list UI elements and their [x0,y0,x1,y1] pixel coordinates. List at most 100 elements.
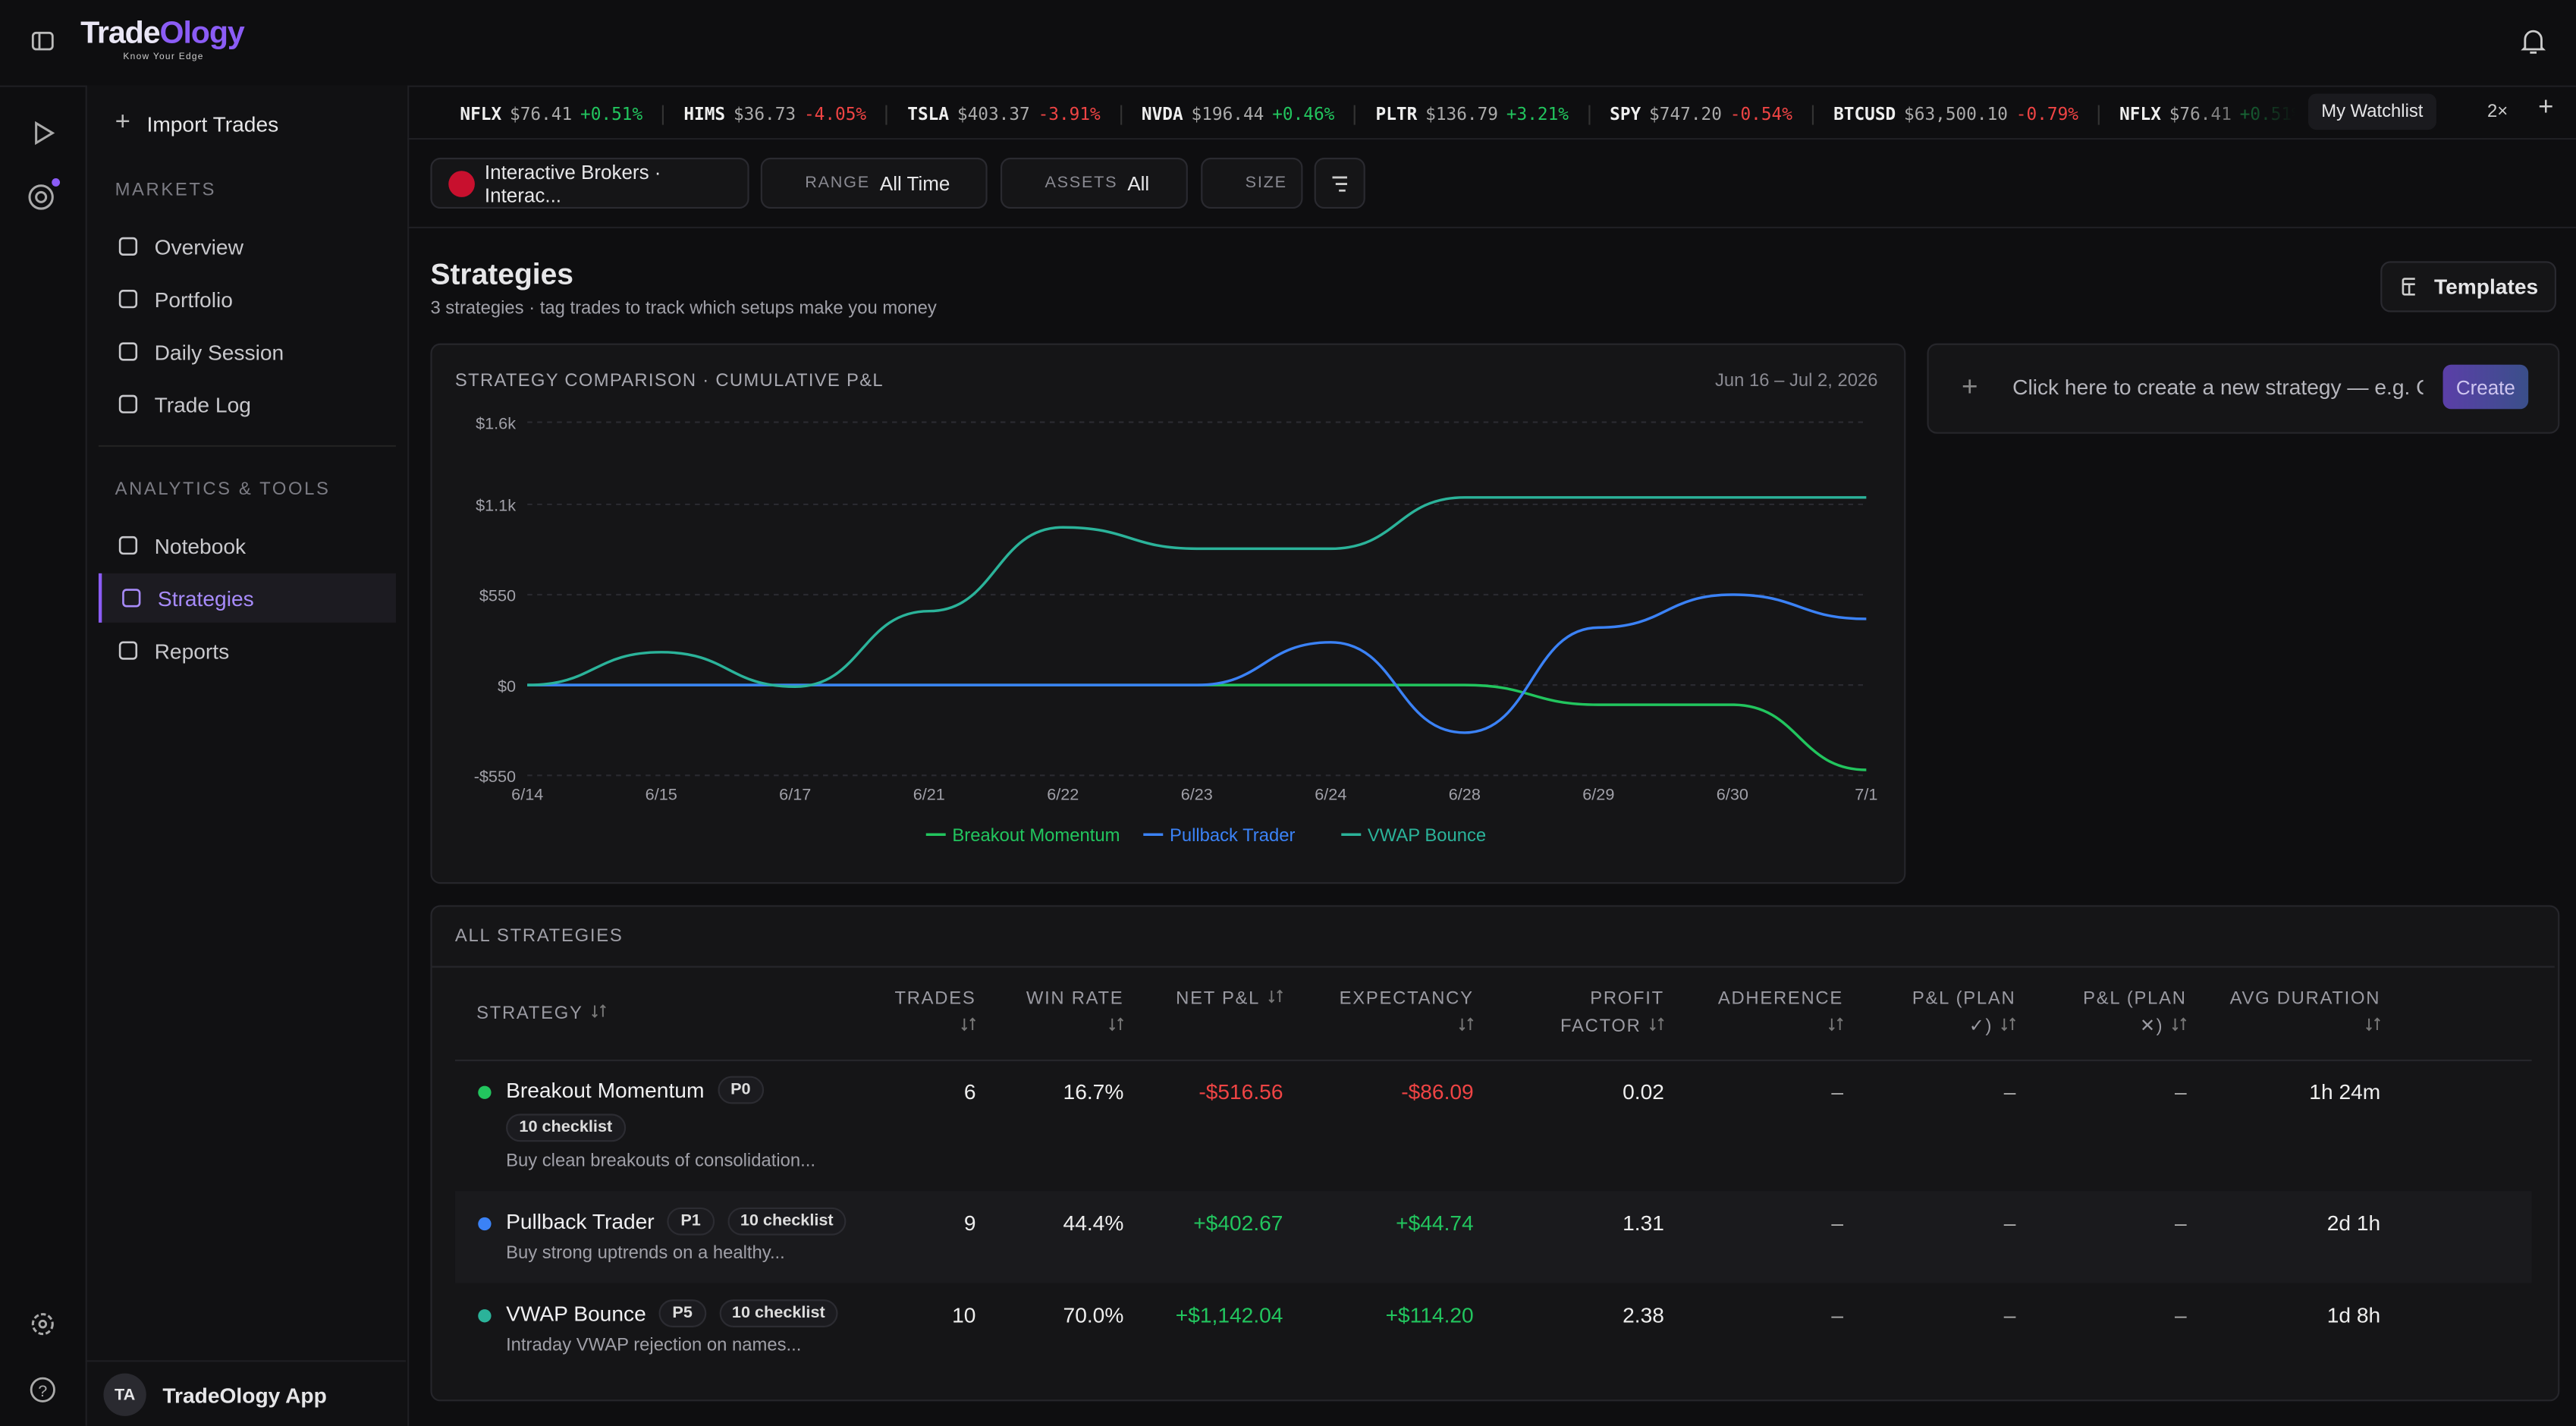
ticker-item: NVDA $196.44 +0.46% [1142,105,1356,125]
user[interactable]: TA TradeOlogy App [85,1360,406,1426]
ticker-symbol: NVDA [1141,105,1183,125]
table-cell: – [2175,1211,2187,1236]
sort-icon [2001,1017,2016,1032]
nav-item[interactable]: Portfolio [99,275,396,324]
ticker-item: NFLX $76.41 +0.51% [2119,105,2297,125]
x-tick-label: 7/1 [1855,785,1877,804]
ticker-bar [407,86,2576,140]
broker: Interactive Brokers · Interac... [484,160,661,206]
ticker-change: +3.21% [1506,105,1569,125]
table-cell: – [1831,1211,1844,1236]
column-header[interactable]: ADHERENCE [1712,985,1843,1041]
templates[interactable]: Templates [2380,261,2556,313]
divider [454,1059,2532,1062]
column-header[interactable]: WIN RATE [1009,985,1124,1041]
nav-icon [118,394,138,413]
column-header[interactable]: NET P&L [1168,985,1283,1013]
table-cell: -$516.56 [1198,1079,1283,1104]
import-label: Import Trades [146,111,279,136]
table-cell: 16.7% [1063,1079,1124,1104]
x-tick-label: 6/22 [1047,785,1079,804]
rail-settings[interactable] [28,1309,58,1339]
status-dot [478,1085,492,1099]
checklist-badge: 10 checklist [718,1299,839,1327]
logo[interactable]: TradeOlogy [80,17,245,53]
sidebar-toggle[interactable] [31,30,54,52]
top-bar [0,0,2576,87]
sort-icon [1268,989,1283,1004]
sort-icon [1109,1017,1124,1032]
table-cell: – [1831,1302,1844,1327]
ticker-price: $76.41 [2169,105,2232,125]
status-dot [478,1309,492,1323]
table-row[interactable] [454,1191,2532,1283]
x-tick-label: 6/28 [1449,785,1481,804]
table-cell: – [2003,1302,2016,1327]
table-cell: – [2175,1079,2187,1104]
import-trades[interactable]: + Import Trades [115,108,279,137]
size-filter[interactable]: SIZE [1201,157,1303,209]
nav-item[interactable]: Overview [99,221,396,271]
column-header[interactable]: TRADES [878,985,976,1041]
assets-label: ASSETS [1045,174,1118,193]
column-header[interactable]: EXPECTANCY [1326,985,1474,1041]
ticker-change: -0.79% [2015,105,2078,125]
nav-item[interactable]: Daily Session [99,327,396,376]
table-cell: +$1,142.04 [1175,1302,1283,1327]
divider [98,444,396,448]
column-header[interactable]: STRATEGY [476,1000,606,1029]
more-filters[interactable] [1314,157,1365,209]
column-header[interactable]: PROFIT FACTOR [1549,985,1664,1041]
sort-icon [591,1004,606,1019]
table-cell: 70.0% [1063,1302,1124,1327]
rail-help[interactable]: ? [28,1375,58,1405]
nav-item[interactable]: Notebook [99,521,396,570]
section-title: ANALYTICS & TOOLS [115,479,331,500]
broker-filter[interactable]: Interactive Brokers · Interac... [430,157,749,209]
create-input[interactable]: Click here to create a new strategy — e.… [2012,374,2424,400]
ticker-symbol: HIMS [683,105,726,125]
svg-text:?: ? [38,1381,47,1400]
speed[interactable]: 2× [2487,102,2508,122]
ticker-price: $136.79 [1425,105,1499,125]
table-cell: 9 [963,1211,976,1236]
header-label: TRADES [894,988,976,1009]
notifications[interactable] [2520,28,2546,56]
nav-item[interactable]: Trade Log [99,379,396,429]
range-filter[interactable]: RANGE All Time [760,157,988,209]
column-header[interactable]: P&L (PLAN ✓) [1901,985,2016,1041]
assets-filter[interactable]: ASSETS All [1000,157,1188,209]
range: All Time [879,171,950,195]
ticker-change: +0.51% [580,105,643,125]
sort-icon [961,1017,976,1032]
watchlist[interactable]: My Watchlist [2307,93,2436,130]
nav-item[interactable]: Reports [99,626,396,675]
header-label: P&L (PLAN ✕) [2083,988,2187,1037]
range-label: RANGE [805,174,870,193]
divider [432,966,2555,968]
y-tick-label: $550 [479,586,516,605]
x-tick-label: 6/23 [1181,785,1213,804]
avatar: TA [103,1373,146,1416]
add-ticker[interactable]: + [2538,93,2554,122]
series-line [527,593,1867,734]
strategy-name: Pullback Trader [506,1209,655,1234]
nav-item[interactable]: Strategies [98,573,396,623]
table-row[interactable] [455,1283,2532,1376]
column-header[interactable]: AVG DURATION [2216,985,2381,1041]
rail-play[interactable] [28,118,58,148]
table-cell: -$86.09 [1401,1079,1474,1104]
table-cell: 1h 24m [2309,1079,2381,1104]
column-header[interactable]: P&L (PLAN ✕) [2072,985,2187,1041]
create-button[interactable]: Create [2442,364,2529,410]
tagline: Know Your Edge [123,52,204,63]
rail-strategies[interactable] [27,177,63,214]
checklist-badge: 10 checklist [727,1207,847,1236]
y-tick-label: $1.1k [476,496,516,515]
ticker: NFLX $76.41 +0.51% HIMS $36.73 -4.05% TSLA $403… [460,100,2297,127]
nav-icon [122,589,141,608]
strategy-head: VWAP Bounce P5 10 checklist [506,1299,859,1327]
ticker-change: -3.91% [1038,105,1101,125]
